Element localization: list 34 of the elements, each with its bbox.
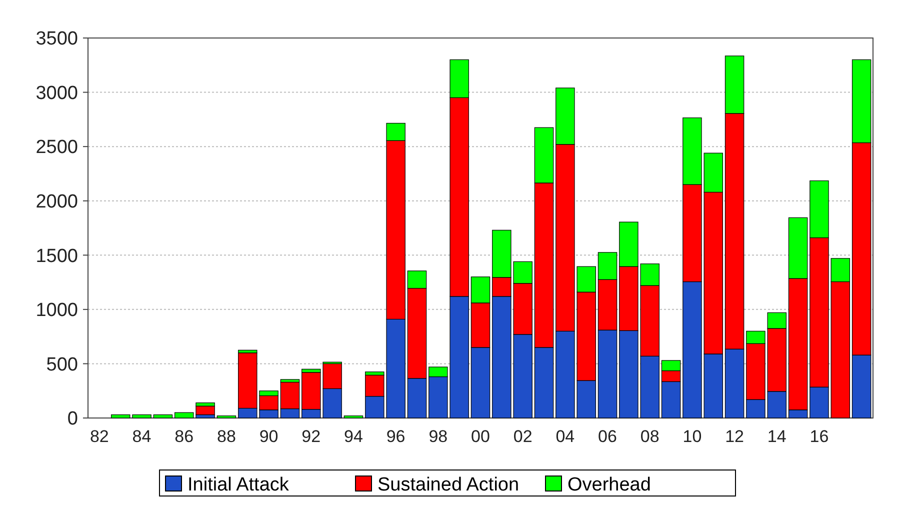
y-tick-label: 3000 bbox=[36, 82, 78, 104]
y-tick-label: 500 bbox=[46, 354, 78, 376]
x-tick-label: 10 bbox=[682, 427, 702, 446]
x-tick-label: 14 bbox=[767, 427, 786, 446]
y-tick-label: 2000 bbox=[36, 192, 78, 213]
legend-label: Initial Attack bbox=[188, 474, 290, 496]
x-tick-label: 02 bbox=[513, 427, 532, 446]
bar bbox=[344, 416, 364, 418]
x-tick-label: 88 bbox=[216, 427, 236, 446]
bar bbox=[153, 414, 173, 418]
x-tick-label: 94 bbox=[344, 427, 363, 446]
x-tick-label: 98 bbox=[428, 427, 448, 446]
legend-label: Overhead bbox=[568, 474, 651, 496]
y-tick-label: 2500 bbox=[36, 137, 78, 158]
x-tick-label: 00 bbox=[471, 427, 490, 446]
x-tick-label: 82 bbox=[90, 427, 109, 446]
x-tick-label: 06 bbox=[598, 427, 617, 446]
legend-label: Sustained Action bbox=[378, 474, 520, 496]
x-tick-label: 12 bbox=[725, 427, 744, 446]
x-tick-label: 04 bbox=[556, 427, 575, 446]
y-tick-label: 1000 bbox=[36, 300, 78, 322]
y-tick-label: 0 bbox=[67, 408, 78, 430]
bar bbox=[132, 414, 152, 418]
x-tick-label: 92 bbox=[302, 427, 321, 446]
x-tick-label: 96 bbox=[386, 427, 406, 446]
y-tick-label: 1500 bbox=[36, 246, 78, 267]
x-tick-label: 08 bbox=[640, 427, 660, 446]
y-tick-label: 3500 bbox=[36, 28, 78, 50]
x-tick-label: 16 bbox=[810, 427, 829, 446]
bar bbox=[110, 414, 130, 418]
bar bbox=[216, 416, 236, 418]
x-tick-label: 90 bbox=[259, 427, 278, 446]
x-tick-label: 86 bbox=[174, 427, 194, 446]
x-tick-label: 84 bbox=[132, 427, 152, 446]
